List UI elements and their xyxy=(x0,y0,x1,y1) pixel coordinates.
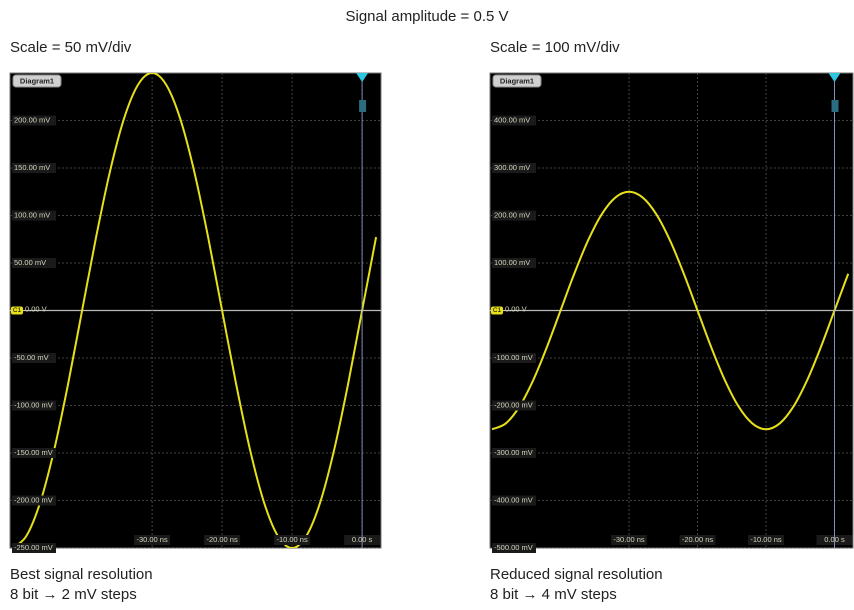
diagram-label: Diagram1 xyxy=(20,76,54,85)
x-tick-label: -20.00 ns xyxy=(682,535,714,544)
x-tick-label: -10.00 ns xyxy=(750,535,782,544)
y-tick-label: -100.00 mV xyxy=(494,353,533,362)
y-tick-label: 200.00 mV xyxy=(14,115,50,124)
trigger-tag xyxy=(832,100,839,112)
x-tick-label: -30.00 ns xyxy=(613,535,645,544)
y-tick-label: -100.00 mV xyxy=(14,400,53,409)
y-tick-label: -50.00 mV xyxy=(14,353,49,362)
y-tick-label: 50.00 mV xyxy=(14,258,46,267)
y-tick-label: -400.00 mV xyxy=(494,495,533,504)
y-tick-label: -200.00 mV xyxy=(14,495,53,504)
y-tick-label: -500.00 mV xyxy=(494,543,533,552)
channel-label: C1 xyxy=(493,307,502,314)
caption: 8 bit → 4 mV steps xyxy=(490,586,617,603)
y-tick-label: -200.00 mV xyxy=(494,400,533,409)
y-tick-label: -250.00 mV xyxy=(14,543,53,552)
y-tick-label: -300.00 mV xyxy=(494,448,533,457)
caption: 8 bit → 2 mV steps xyxy=(10,586,137,603)
y-tick-label: 0.00 V xyxy=(505,304,527,313)
diagram-label: Diagram1 xyxy=(500,76,534,85)
trigger-tag xyxy=(359,100,366,112)
y-tick-label: 150.00 mV xyxy=(14,163,50,172)
page-title: Signal amplitude = 0.5 V xyxy=(345,8,508,25)
x-tick-label: -10.00 ns xyxy=(276,535,308,544)
y-tick-label: -150.00 mV xyxy=(14,448,53,457)
y-tick-label: 0.00 V xyxy=(25,304,47,313)
y-tick-label: 400.00 mV xyxy=(494,115,530,124)
channel-label: C1 xyxy=(13,307,22,314)
caption: Reduced signal resolution xyxy=(490,566,663,583)
x-tick-label: -30.00 ns xyxy=(136,535,168,544)
x-tick-label: -20.00 ns xyxy=(206,535,238,544)
chart-title: Scale = 50 mV/div xyxy=(10,39,132,56)
y-tick-label: 300.00 mV xyxy=(494,163,530,172)
page: Signal amplitude = 0.5 V Scale = 50 mV/d… xyxy=(0,0,854,610)
chart-title: Scale = 100 mV/div xyxy=(490,39,620,56)
y-tick-label: 200.00 mV xyxy=(494,210,530,219)
y-tick-label: 100.00 mV xyxy=(14,210,50,219)
y-tick-label: 100.00 mV xyxy=(494,258,530,267)
caption: Best signal resolution xyxy=(10,566,153,583)
